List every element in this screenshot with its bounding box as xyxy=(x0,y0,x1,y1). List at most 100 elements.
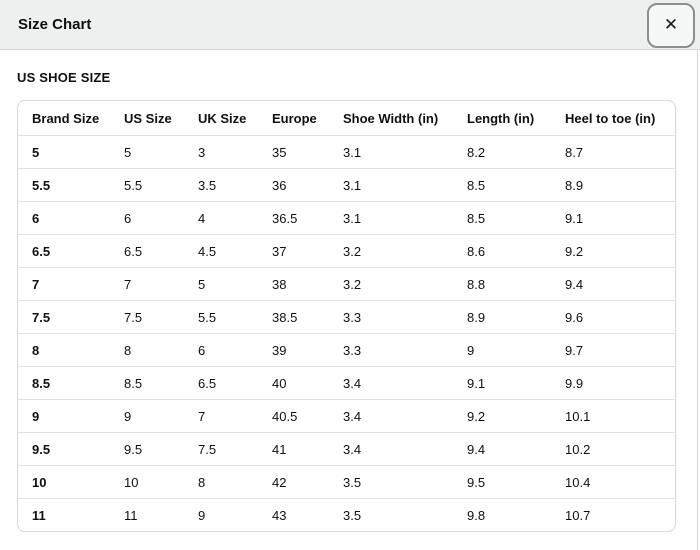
table-cell: 43 xyxy=(258,498,329,531)
table-cell: 4.5 xyxy=(184,234,258,267)
table-cell: 10.2 xyxy=(551,432,675,465)
table-cell: 6.5 xyxy=(184,366,258,399)
column-header: Europe xyxy=(272,110,317,126)
table-cell: 9.2 xyxy=(453,399,551,432)
table-cell: 40 xyxy=(258,366,329,399)
table-cell: 3.4 xyxy=(329,432,453,465)
close-icon: ✕ xyxy=(663,15,679,35)
column-header: US Size xyxy=(124,110,172,126)
column-header: Heel to toe (in) xyxy=(565,110,656,126)
table-cell: 3.2 xyxy=(329,267,453,300)
table-cell: 38 xyxy=(258,267,329,300)
table-row: 7.5 7.5 5.5 38.5 3.3 8.9 9.6 xyxy=(18,300,675,333)
table-row: 5.5 5.5 3.5 36 3.1 8.5 8.9 xyxy=(18,168,675,201)
column-header: UK Size xyxy=(198,110,247,126)
table-cell: 9.1 xyxy=(551,201,675,234)
table-cell: 8.9 xyxy=(551,168,675,201)
table-cell: 9 xyxy=(18,399,110,432)
table-cell: 11 xyxy=(18,498,110,531)
table-cell: 10.7 xyxy=(551,498,675,531)
table-cell: 8 xyxy=(110,333,184,366)
table-cell: 3.5 xyxy=(329,498,453,531)
table-cell: 9 xyxy=(110,399,184,432)
modal-title: Size Chart xyxy=(18,16,92,33)
table-cell: 9.5 xyxy=(453,465,551,498)
close-button[interactable]: ✕ xyxy=(647,3,695,48)
table-row: 10 10 8 42 3.5 9.5 10.4 xyxy=(18,465,675,498)
section-heading: US SHOE SIZE xyxy=(17,70,111,85)
table-row: 7 7 5 38 3.2 8.8 9.4 xyxy=(18,267,675,300)
table-cell: 9.4 xyxy=(551,267,675,300)
table-cell: 8.8 xyxy=(453,267,551,300)
table-cell: 9.8 xyxy=(453,498,551,531)
table-row: 9 9 7 40.5 3.4 9.2 10.1 xyxy=(18,399,675,432)
table-cell: 9.7 xyxy=(551,333,675,366)
table-cell: 8.5 xyxy=(453,168,551,201)
table-cell: 7 xyxy=(110,267,184,300)
table-cell: 38.5 xyxy=(258,300,329,333)
table-cell: 9.4 xyxy=(453,432,551,465)
table-row: 11 11 9 43 3.5 9.8 10.7 xyxy=(18,498,675,531)
table-cell: 5.5 xyxy=(184,300,258,333)
table-cell: 6 xyxy=(184,333,258,366)
table-cell: 9 xyxy=(184,498,258,531)
modal-body: US SHOE SIZE Brand Size US Size UK Size Eur… xyxy=(0,50,700,532)
table-cell: 3.4 xyxy=(329,366,453,399)
table-cell: 7.5 xyxy=(184,432,258,465)
table-cell: 3 xyxy=(184,135,258,168)
column-header: Shoe Width (in) xyxy=(343,110,439,126)
table-cell: 8.5 xyxy=(110,366,184,399)
table-cell: 7.5 xyxy=(18,300,110,333)
table-cell: 8.5 xyxy=(18,366,110,399)
table-cell: 10 xyxy=(18,465,110,498)
table-cell: 8 xyxy=(18,333,110,366)
table-row: 5 5 3 35 3.1 8.2 8.7 xyxy=(18,135,675,168)
table-cell: 5 xyxy=(18,135,110,168)
table-cell: 4 xyxy=(184,201,258,234)
table-cell: 8.7 xyxy=(551,135,675,168)
table-cell: 39 xyxy=(258,333,329,366)
table-cell: 11 xyxy=(110,498,184,531)
table-cell: 8.9 xyxy=(453,300,551,333)
table-cell: 7 xyxy=(18,267,110,300)
size-chart-table: Brand Size US Size UK Size Europe Shoe Width… xyxy=(17,100,676,532)
table-cell: 6.5 xyxy=(110,234,184,267)
table-cell: 9.5 xyxy=(18,432,110,465)
table-cell: 5 xyxy=(184,267,258,300)
table-cell: 3.4 xyxy=(329,399,453,432)
table-cell: 7 xyxy=(184,399,258,432)
table-cell: 3.2 xyxy=(329,234,453,267)
table-cell: 7.5 xyxy=(110,300,184,333)
table-cell: 9.1 xyxy=(453,366,551,399)
table-cell: 9.9 xyxy=(551,366,675,399)
table-cell: 3.3 xyxy=(329,333,453,366)
table-cell: 5.5 xyxy=(110,168,184,201)
table-cell: 3.5 xyxy=(329,465,453,498)
table-cell: 10.4 xyxy=(551,465,675,498)
table-cell: 10 xyxy=(110,465,184,498)
modal-header: Size Chart xyxy=(0,0,700,50)
table-cell: 40.5 xyxy=(258,399,329,432)
table-cell: 42 xyxy=(258,465,329,498)
table-cell: 6 xyxy=(18,201,110,234)
table-cell: 36 xyxy=(258,168,329,201)
table-cell: 3.5 xyxy=(184,168,258,201)
table-cell: 8 xyxy=(184,465,258,498)
scrollbar-track[interactable] xyxy=(697,50,698,550)
table-cell: 3.1 xyxy=(329,201,453,234)
table-cell: 8.2 xyxy=(453,135,551,168)
table-row: 9.5 9.5 7.5 41 3.4 9.4 10.2 xyxy=(18,432,675,465)
table-cell: 6 xyxy=(110,201,184,234)
column-header: Length (in) xyxy=(467,110,535,126)
table-body: 5 5 3 35 3.1 8.2 8.7 5.5 5.5 3.5 36 3.1 8.5 8.9 6 6 4 36.… xyxy=(18,135,675,531)
table-cell: 37 xyxy=(258,234,329,267)
column-header: Brand Size xyxy=(32,110,100,126)
table-cell: 9.2 xyxy=(551,234,675,267)
table-cell: 5 xyxy=(110,135,184,168)
table-cell: 36.5 xyxy=(258,201,329,234)
table-cell: 41 xyxy=(258,432,329,465)
table-cell: 8.5 xyxy=(453,201,551,234)
table-header-row: Brand Size US Size UK Size Europe Shoe Width… xyxy=(18,101,675,135)
table-row: 6 6 4 36.5 3.1 8.5 9.1 xyxy=(18,201,675,234)
